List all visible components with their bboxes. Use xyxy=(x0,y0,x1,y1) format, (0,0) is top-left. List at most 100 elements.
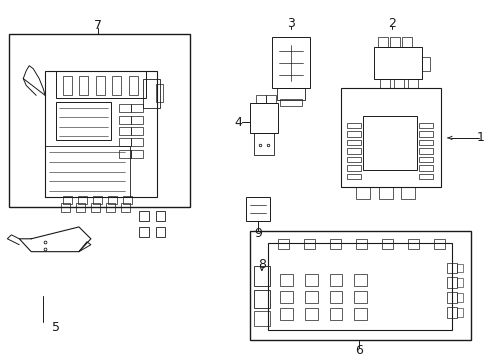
Bar xyxy=(130,138,142,146)
Bar xyxy=(446,262,456,273)
Bar xyxy=(329,308,342,320)
Text: 4: 4 xyxy=(234,116,242,129)
Bar xyxy=(354,308,366,320)
Bar xyxy=(304,274,317,286)
Bar xyxy=(418,157,432,162)
Bar xyxy=(346,166,361,171)
Bar xyxy=(329,239,340,249)
Bar xyxy=(433,239,444,249)
Bar xyxy=(56,102,111,140)
Bar xyxy=(421,57,429,71)
Bar xyxy=(456,308,462,317)
Bar xyxy=(418,166,432,171)
Bar xyxy=(119,104,130,112)
Bar xyxy=(456,293,462,302)
Bar xyxy=(456,278,462,287)
Bar xyxy=(138,211,148,221)
Bar xyxy=(356,187,369,199)
Bar xyxy=(401,37,411,47)
Bar xyxy=(279,291,292,303)
Bar xyxy=(122,196,131,204)
Bar xyxy=(329,291,342,303)
Bar xyxy=(346,157,361,162)
Bar xyxy=(76,203,85,212)
Bar xyxy=(407,239,418,249)
Bar xyxy=(354,291,366,303)
Bar xyxy=(155,227,165,237)
Bar xyxy=(142,78,160,108)
Text: 6: 6 xyxy=(355,344,363,357)
Text: 9: 9 xyxy=(253,228,262,240)
Bar xyxy=(279,99,301,106)
Bar xyxy=(418,140,432,145)
Bar xyxy=(119,127,130,135)
Bar xyxy=(346,148,361,154)
Bar xyxy=(271,37,309,89)
Bar xyxy=(446,307,456,318)
Bar xyxy=(138,227,148,237)
Bar xyxy=(245,197,269,221)
Bar xyxy=(130,127,142,135)
Bar xyxy=(130,150,142,158)
Bar xyxy=(91,203,100,212)
Bar xyxy=(255,95,265,103)
Bar xyxy=(377,37,387,47)
Bar xyxy=(119,116,130,123)
Bar xyxy=(253,266,269,286)
Bar xyxy=(93,196,102,204)
Bar xyxy=(363,116,416,170)
Bar xyxy=(446,292,456,303)
Bar xyxy=(279,308,292,320)
Bar xyxy=(121,203,129,212)
Bar xyxy=(400,187,414,199)
Bar xyxy=(407,78,417,89)
Bar xyxy=(380,78,389,89)
Bar xyxy=(45,71,156,197)
Bar xyxy=(303,239,314,249)
Bar xyxy=(253,311,269,326)
Bar xyxy=(267,243,451,330)
Bar xyxy=(9,34,190,207)
Text: 7: 7 xyxy=(94,19,102,32)
Bar xyxy=(279,274,292,286)
Text: 3: 3 xyxy=(286,17,294,30)
Text: 1: 1 xyxy=(476,131,484,144)
Bar xyxy=(105,203,115,212)
Bar xyxy=(249,103,277,133)
Bar xyxy=(96,76,104,95)
Bar xyxy=(119,150,130,158)
Bar xyxy=(45,146,129,197)
Bar xyxy=(277,239,288,249)
Bar xyxy=(346,140,361,145)
Bar xyxy=(112,76,121,95)
Bar xyxy=(155,211,165,221)
Bar xyxy=(418,148,432,154)
Bar xyxy=(253,290,269,308)
Bar xyxy=(79,76,88,95)
Bar xyxy=(341,89,440,187)
Bar xyxy=(393,78,403,89)
Bar xyxy=(253,133,273,155)
Bar xyxy=(446,277,456,288)
Bar xyxy=(130,116,142,123)
Bar xyxy=(63,196,72,204)
Text: 2: 2 xyxy=(387,17,395,30)
Bar xyxy=(249,231,470,340)
Bar xyxy=(128,76,137,95)
Bar xyxy=(373,47,421,78)
Bar xyxy=(456,264,462,273)
Bar xyxy=(418,122,432,128)
Bar xyxy=(276,89,304,100)
Bar xyxy=(304,291,317,303)
Bar xyxy=(130,104,142,112)
Bar xyxy=(63,76,72,95)
Bar xyxy=(61,203,70,212)
Bar xyxy=(379,187,392,199)
Bar xyxy=(418,174,432,179)
Bar xyxy=(78,196,87,204)
Bar xyxy=(155,85,163,102)
Bar xyxy=(346,174,361,179)
Bar xyxy=(119,138,130,146)
Bar xyxy=(418,131,432,136)
Bar xyxy=(389,37,399,47)
